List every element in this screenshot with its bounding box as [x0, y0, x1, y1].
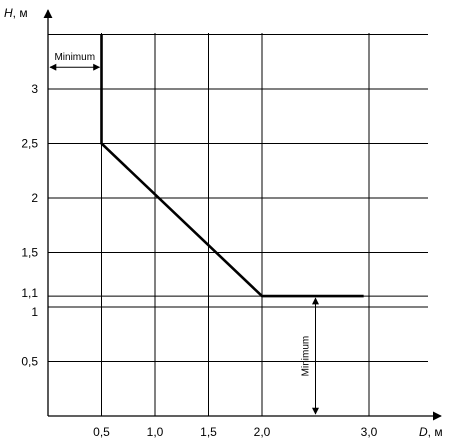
annotations: Minimum Minimum [49, 52, 319, 415]
x-tick-label: 1,5 [200, 425, 217, 439]
y-tick-label: 3 [31, 82, 38, 96]
y-axis-label: H, м [4, 6, 28, 20]
y-tick-label: 0,5 [21, 355, 38, 369]
y-tick-label: 2 [31, 191, 38, 205]
y-tick-label: 1 [31, 305, 38, 319]
axes [43, 9, 442, 421]
tick-labels: 0,5 1,0 1,5 2,0 3,0 0,5 1 1,1 1,5 2 2,5 3 [21, 82, 377, 439]
x-axis-unit: , м [428, 425, 443, 439]
y-axis-symbol: H [4, 6, 13, 20]
x-tick-label: 0,5 [93, 425, 110, 439]
y-tick-label: 2,5 [21, 137, 38, 151]
x-axis-label: D, м [419, 425, 443, 439]
x-tick-label: 3,0 [361, 425, 378, 439]
minimum-label-horizontal: Minimum [54, 52, 95, 63]
minimum-label-vertical: Minimum [301, 336, 312, 377]
axis-labels: H, мD, м [4, 6, 443, 439]
series-line [100, 34, 364, 298]
y-tick-label: 1,1 [21, 286, 38, 300]
y-tick-label: 1,5 [21, 246, 38, 260]
x-tick-label: 1,0 [147, 425, 164, 439]
y-axis-unit: , м [13, 6, 28, 20]
x-tick-label: 2,0 [254, 425, 271, 439]
x-axis-symbol: D [419, 425, 428, 439]
series [100, 34, 364, 298]
grid [48, 33, 428, 416]
